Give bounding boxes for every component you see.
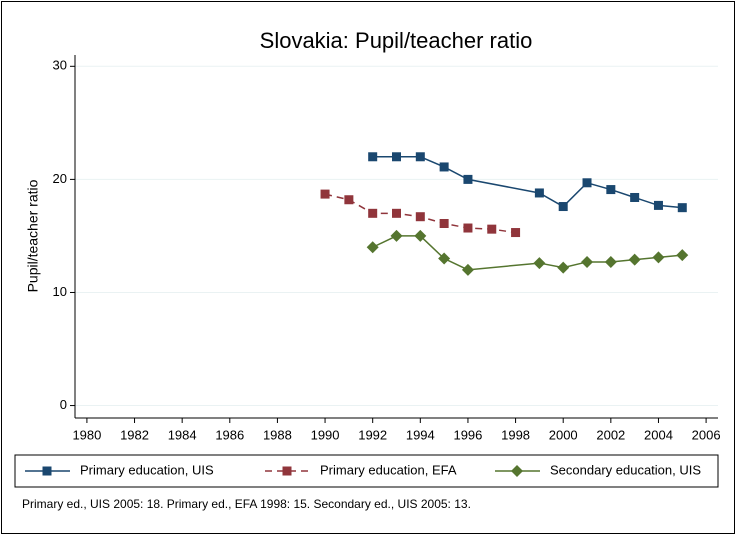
marker [604,255,617,268]
legend-label: Primary education, EFA [320,462,457,477]
marker [392,208,401,218]
marker [42,466,52,476]
x-tick-label: 2006 [692,427,721,442]
marker [415,212,425,222]
y-axis-title: Pupil/teacher ratio [25,179,41,292]
marker [534,188,544,198]
marker [392,152,401,162]
x-tick-label: 1984 [168,427,197,442]
marker [463,174,473,184]
marker [652,251,665,264]
y-tick-label: 20 [53,171,67,186]
marker [557,261,570,274]
marker [390,229,403,242]
y-tick-label: 0 [60,397,67,412]
marker [581,255,594,268]
marker [487,224,497,234]
marker [368,208,378,218]
x-tick-label: 2002 [596,427,625,442]
marker [606,185,616,195]
marker [463,223,473,233]
marker [558,202,568,212]
x-tick-label: 1992 [358,427,387,442]
x-tick-label: 1994 [406,427,435,442]
marker [653,200,663,210]
marker [366,241,379,254]
marker [628,253,641,266]
x-tick-label: 2004 [644,427,673,442]
y-tick-label: 10 [53,284,67,299]
marker [511,228,521,238]
x-tick-label: 2000 [549,427,578,442]
marker [439,162,449,172]
note: Primary ed., UIS 2005: 18. Primary ed., … [22,497,471,511]
marker [344,195,354,205]
marker [414,229,427,242]
marker [368,152,378,162]
marker [282,466,292,476]
marker [511,465,523,477]
legend-box [14,454,719,488]
marker [461,263,474,276]
x-tick-label: 1988 [263,427,292,442]
marker [533,257,546,270]
legend-label: Secondary education, UIS [550,462,701,477]
marker [320,189,330,199]
marker [677,203,687,213]
legend-label: Primary education, UIS [80,462,214,477]
marker [439,218,449,228]
chart-title: Slovakia: Pupil/teacher ratio [260,28,533,53]
x-tick-label: 1990 [311,427,340,442]
y-tick-label: 30 [53,58,67,73]
x-tick-label: 1996 [453,427,482,442]
marker [676,249,689,262]
marker [582,178,592,188]
x-tick-label: 1982 [120,427,149,442]
x-tick-label: 1986 [215,427,244,442]
marker [415,152,425,162]
marker [438,252,451,265]
marker [630,192,640,202]
x-tick-label: 1980 [72,427,101,442]
x-tick-label: 1998 [501,427,530,442]
